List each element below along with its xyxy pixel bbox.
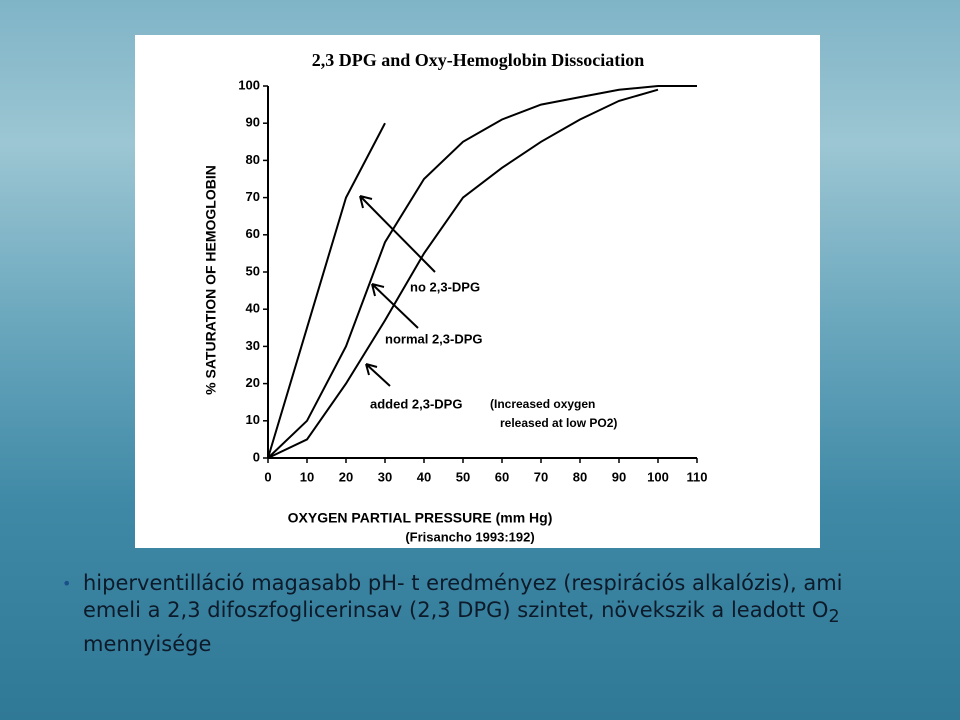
y-tick-label: 10	[246, 412, 260, 427]
y-tick-label: 80	[246, 152, 260, 167]
x-tick-label: 60	[495, 469, 509, 484]
x-axis-label: OXYGEN PARTIAL PRESSURE (mm Hg)	[288, 510, 553, 526]
series-label: no 2,3-DPG	[410, 279, 480, 294]
series-label: added 2,3-DPG	[370, 396, 462, 411]
chart-title: 2,3 DPG and Oxy-Hemoglobin Dissociation	[312, 50, 645, 70]
arrow	[371, 283, 419, 329]
x-tick-label: 110	[687, 469, 708, 484]
x-tick-label: 80	[573, 469, 587, 484]
chart-panel	[135, 35, 820, 548]
series-line	[267, 122, 386, 459]
x-tick-label: 40	[417, 469, 431, 484]
annotation: (Increased oxygen	[490, 397, 595, 411]
subscript: 2	[828, 607, 840, 628]
y-tick-label: 30	[246, 338, 260, 353]
x-tick-label: 20	[339, 469, 353, 484]
bullet-marker: •	[62, 574, 72, 593]
text: hiperventilláció magasabb pH- t eredmény…	[83, 571, 843, 622]
x-tick-label: 10	[300, 469, 314, 484]
y-axis-label: % SATURATION OF HEMOGLOBIN	[203, 165, 219, 395]
x-tick-label: 0	[264, 469, 271, 484]
x-tick-label: 90	[612, 469, 626, 484]
arrow	[359, 195, 436, 273]
bullet-text: hiperventilláció magasabb pH- t eredmény…	[83, 570, 883, 658]
source-note: (Frisancho 1993:192)	[405, 529, 534, 544]
y-tick-label: 100	[238, 77, 260, 92]
y-tick-label: 60	[246, 226, 260, 241]
y-tick-label: 50	[246, 263, 260, 278]
arrow	[365, 363, 391, 387]
x-tick-label: 100	[647, 469, 669, 484]
y-tick-label: 0	[253, 449, 260, 464]
annotation: released at low PO2)	[500, 416, 617, 430]
series-line	[267, 85, 697, 459]
y-tick-label: 40	[246, 301, 260, 316]
x-tick-label: 70	[534, 469, 548, 484]
y-tick-label: 70	[246, 189, 260, 204]
y-tick-label: 90	[246, 115, 260, 130]
x-tick-label: 50	[456, 469, 470, 484]
y-tick-label: 20	[246, 375, 260, 390]
series-line	[267, 88, 659, 459]
x-tick-label: 30	[378, 469, 392, 484]
text: mennyisége	[83, 632, 212, 657]
series-label: normal 2,3-DPG	[385, 331, 483, 346]
arrows	[359, 195, 436, 387]
